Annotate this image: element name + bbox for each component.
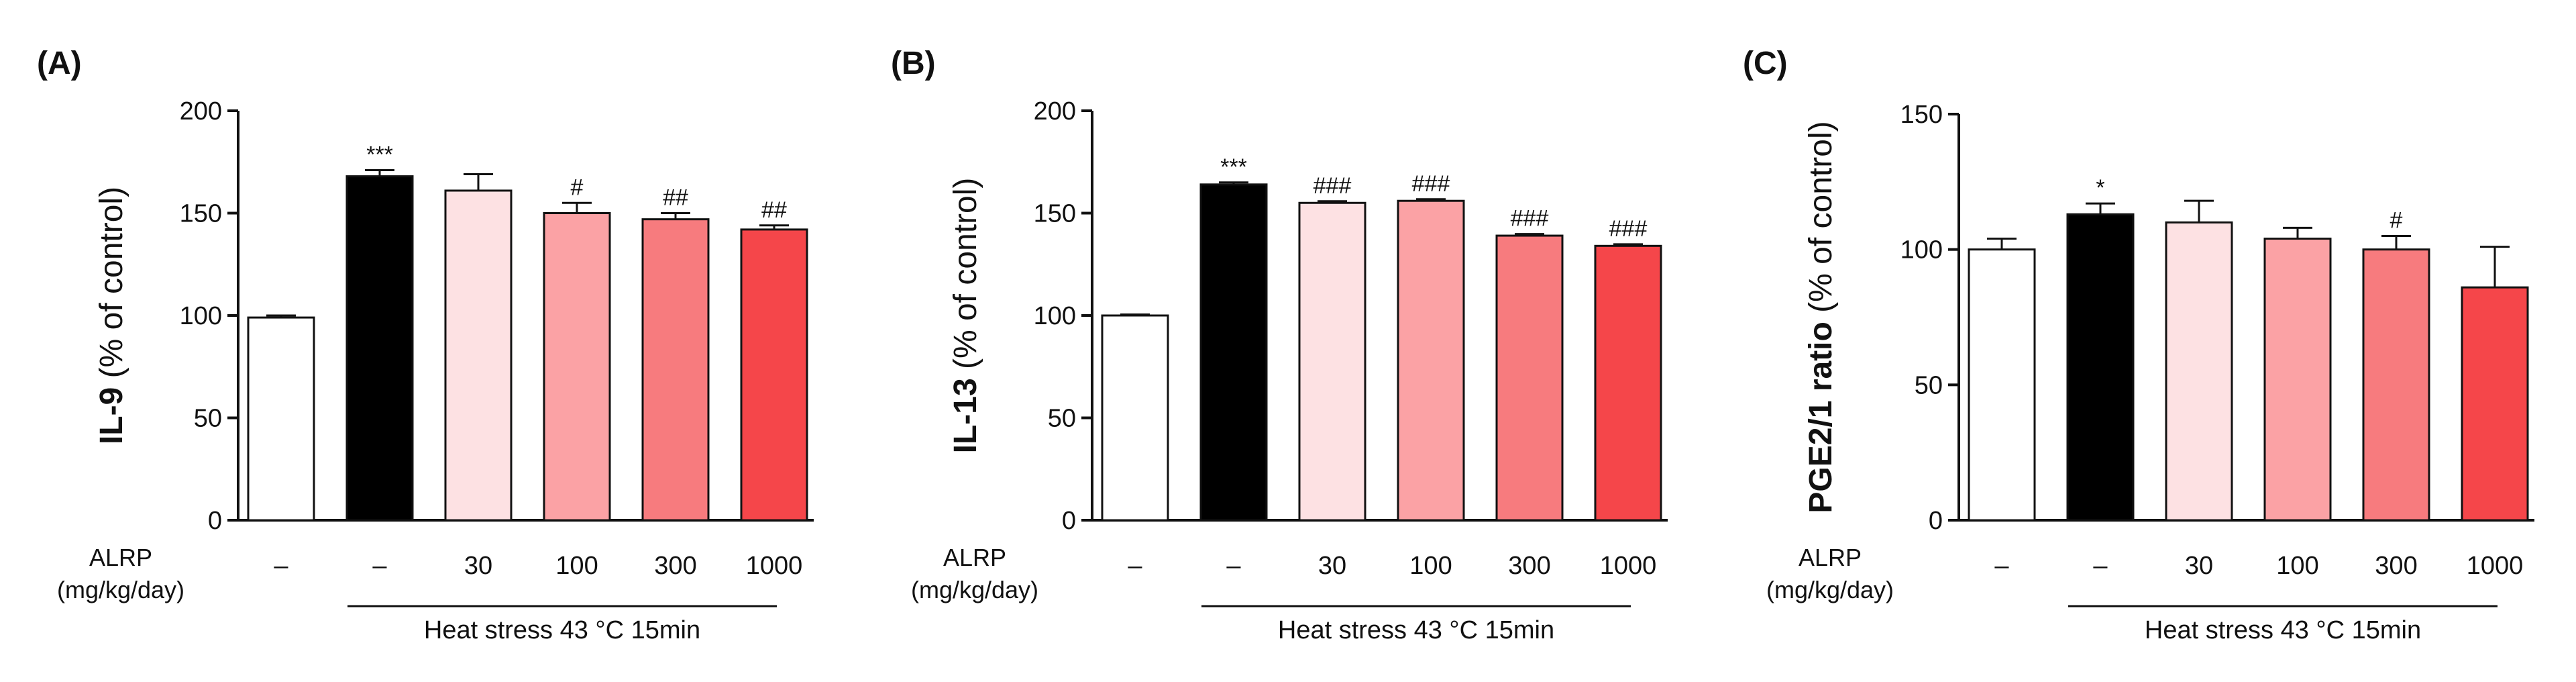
panel-c-category-5: 300: [2375, 552, 2417, 580]
panel-a-ytick-label: 150: [180, 200, 222, 228]
panel-c-y-axis-title: PGE2/1 ratio (% of control): [1803, 121, 1839, 513]
panel-c-bar-2: [2066, 213, 2135, 522]
panel-c-y-axis-title-main: PGE2/1 ratio: [1803, 322, 1839, 513]
panel-c-ytick-label: 0: [1929, 507, 1943, 535]
panel-b-bar-5: [1495, 234, 1564, 522]
panel-c-bar-4: [2263, 238, 2332, 522]
panel-b-bar-4: [1397, 199, 1465, 522]
panel-c-treatment-units: (mg/kg/day): [1766, 576, 1894, 603]
panel-a-bar-2: [345, 175, 414, 522]
panel-b-y-axis-title-units: (% of control): [948, 178, 983, 379]
panel-a-category-3: 30: [464, 552, 492, 580]
panel-a-y-axis-title-units: (% of control): [94, 187, 129, 387]
panel-a-bar-1: [247, 316, 315, 522]
panel-a-ytick-label: 0: [208, 507, 222, 535]
panel-a-category-5: 300: [654, 552, 696, 580]
panel-b-category-5: 300: [1508, 552, 1550, 580]
panel-c-category-1: –: [1994, 552, 2009, 580]
panel-c-bar-3: [2165, 221, 2233, 522]
panel-c-y-axis-title-units: (% of control): [1803, 121, 1839, 322]
panel-b-ytick-label: 50: [1048, 405, 1076, 433]
panel-c-category-2: –: [2093, 552, 2108, 580]
panel-c-bar-1: [1968, 248, 2036, 522]
panel-c-category-4: 100: [2276, 552, 2318, 580]
panel-a-bar-6: [740, 228, 808, 522]
panel-b-significance-6: ###: [1609, 216, 1648, 242]
panel-a-y-axis-title: IL-9 (% of control): [94, 187, 129, 444]
panel-a-bar-5: [641, 218, 710, 522]
panel-c-bar-5: [2362, 248, 2430, 522]
panel-c-significance-5: #: [2390, 208, 2403, 234]
panel-a-y-axis-title-main: IL-9: [94, 387, 129, 444]
panel-a-category-4: 100: [555, 552, 598, 580]
panel-a-ytick-label: 200: [180, 97, 222, 126]
panel-b-significance-5: ###: [1511, 206, 1549, 232]
panel-b-category-4: 100: [1409, 552, 1452, 580]
panel-a-significance-2: ***: [366, 142, 393, 167]
panel-a-ytick-label: 50: [194, 405, 222, 433]
panel-a-category-2: –: [372, 552, 387, 580]
panel-a-significance-4: #: [571, 175, 584, 200]
panel-c-bar-6: [2461, 286, 2529, 522]
panel-b-significance-3: ###: [1313, 173, 1352, 199]
panel-a-significance-5: ##: [663, 185, 688, 211]
panel-a-treatment-label: ALRP: [89, 544, 152, 571]
panel-b-category-3: 30: [1318, 552, 1346, 580]
panel-b-ytick-label: 100: [1034, 302, 1076, 330]
panel-c-significance-2: *: [2096, 175, 2104, 201]
panel-c-category-3: 30: [2185, 552, 2213, 580]
panel-b-treatment-units: (mg/kg/day): [911, 576, 1038, 603]
panel-c-label: (C): [1743, 46, 1788, 81]
panel-b-category-1: –: [1128, 552, 1142, 580]
panel-b-category-2: –: [1226, 552, 1241, 580]
panel-b-ytick-label: 200: [1034, 97, 1076, 126]
panel-b-label: (B): [891, 46, 936, 81]
panel-b-bar-1: [1101, 314, 1169, 522]
panel-c-ytick-label: 50: [1915, 371, 1943, 399]
panel-b-group-label: Heat stress 43 °C 15min: [1278, 616, 1554, 644]
panel-a-significance-6: ##: [761, 197, 787, 223]
panel-a-label: (A): [37, 46, 82, 81]
panel-b-significance-4: ###: [1412, 171, 1450, 197]
panel-b-treatment-label: ALRP: [943, 544, 1006, 571]
panel-b-ytick-label: 150: [1034, 200, 1076, 228]
panel-b-bar-2: [1199, 183, 1268, 522]
panel-a-group-label: Heat stress 43 °C 15min: [424, 616, 700, 644]
panel-a-bar-3: [444, 189, 513, 522]
panel-c-treatment-label: ALRP: [1799, 544, 1862, 571]
panel-a-bar-4: [543, 212, 611, 522]
panel-b-bar-3: [1298, 201, 1366, 522]
panel-a-ytick-label: 100: [180, 302, 222, 330]
panel-a-category-1: –: [274, 552, 288, 580]
panel-b-y-axis-title: IL-13 (% of control): [948, 178, 983, 454]
panel-c-group-label: Heat stress 43 °C 15min: [2145, 616, 2421, 644]
panel-b-significance-2: ***: [1220, 154, 1247, 180]
panel-b-y-axis-title-main: IL-13: [948, 378, 983, 453]
panel-b-category-6: 1000: [1600, 552, 1657, 580]
panel-c-category-6: 1000: [2467, 552, 2524, 580]
panel-a-category-6: 1000: [746, 552, 803, 580]
panel-a-treatment-units: (mg/kg/day): [57, 576, 184, 603]
panel-b-ytick-label: 0: [1062, 507, 1076, 535]
panel-c-ytick-label: 100: [1900, 236, 1943, 264]
panel-b-bar-6: [1594, 244, 1662, 522]
panel-c-ytick-label: 150: [1900, 101, 1943, 129]
